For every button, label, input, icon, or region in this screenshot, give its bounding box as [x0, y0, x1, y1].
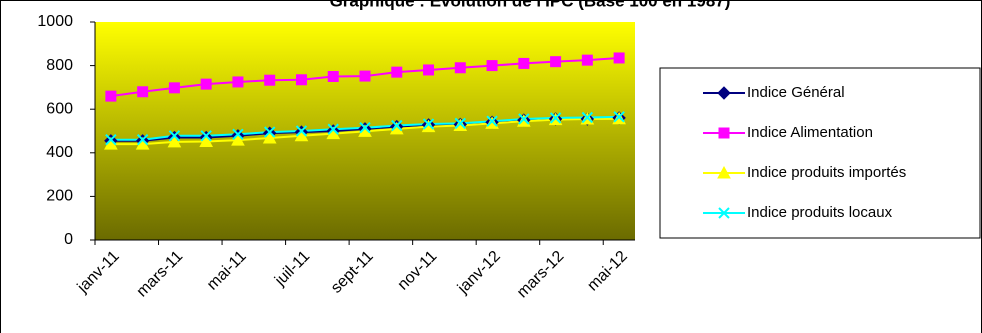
- marker: [232, 128, 244, 140]
- y-tick-label: 600: [46, 100, 73, 117]
- x-tick-label: sept-11: [328, 248, 377, 297]
- marker: [486, 115, 498, 127]
- marker: [262, 130, 277, 144]
- marker: [168, 82, 180, 94]
- marker: [167, 134, 182, 148]
- marker: [105, 134, 117, 146]
- chart-title: Graphique : Evolution de l'IPC (Base 100…: [330, 0, 731, 10]
- marker: [295, 74, 307, 86]
- marker: [391, 119, 403, 132]
- marker: [422, 118, 435, 130]
- marker: [264, 74, 276, 86]
- x-tick-label: janv-11: [74, 248, 123, 297]
- marker: [327, 123, 339, 135]
- marker: [518, 57, 530, 69]
- legend: Indice Général Indice Alimentation Indice …: [703, 84, 906, 221]
- marker: [391, 66, 403, 78]
- marker: [327, 71, 339, 82]
- y-tick-label: 200: [46, 188, 73, 205]
- legend-label: Indice Alimentation: [747, 124, 873, 141]
- marker: [231, 133, 245, 146]
- marker: [200, 130, 212, 142]
- x-tick-label: janv-12: [454, 248, 504, 298]
- legend-marker: [718, 207, 730, 219]
- marker: [295, 125, 308, 137]
- marker: [518, 113, 530, 125]
- x-tick-label: mai-11: [204, 248, 250, 294]
- marker: [105, 90, 117, 102]
- y-tick-label: 800: [46, 57, 73, 74]
- marker: [232, 76, 244, 88]
- legend-label: Indice Général: [747, 84, 845, 101]
- marker: [359, 122, 371, 134]
- marker: [581, 54, 593, 66]
- legend-marker: [717, 86, 731, 100]
- legend-marker: [717, 165, 731, 179]
- x-tick-label: mars-11: [134, 248, 187, 301]
- y-tick-label: 0: [64, 231, 73, 248]
- x-tick-label: nov-11: [395, 248, 441, 294]
- marker: [200, 78, 212, 90]
- legend-box: [659, 67, 981, 239]
- marker: [581, 111, 594, 124]
- marker: [549, 112, 562, 124]
- marker: [263, 126, 276, 138]
- marker: [454, 62, 466, 74]
- x-tick-label: mai-12: [584, 248, 631, 295]
- x-tick-label: juil-11: [271, 248, 313, 290]
- marker: [454, 117, 467, 130]
- legend-marker: [718, 127, 730, 139]
- y-tick-label: 1000: [37, 13, 73, 30]
- marker: [613, 111, 625, 123]
- marker: [168, 130, 181, 142]
- x-tick-label: mars-12: [514, 248, 568, 302]
- marker: [423, 64, 435, 76]
- legend-label: Indice produits locaux: [747, 204, 893, 221]
- marker: [137, 86, 149, 98]
- marker: [613, 52, 625, 64]
- marker: [550, 56, 562, 68]
- marker: [136, 134, 149, 146]
- marker: [199, 134, 214, 147]
- marker: [359, 70, 371, 82]
- y-tick-label: 400: [46, 144, 73, 161]
- marker: [486, 60, 498, 72]
- legend-label: Indice produits importés: [747, 164, 906, 181]
